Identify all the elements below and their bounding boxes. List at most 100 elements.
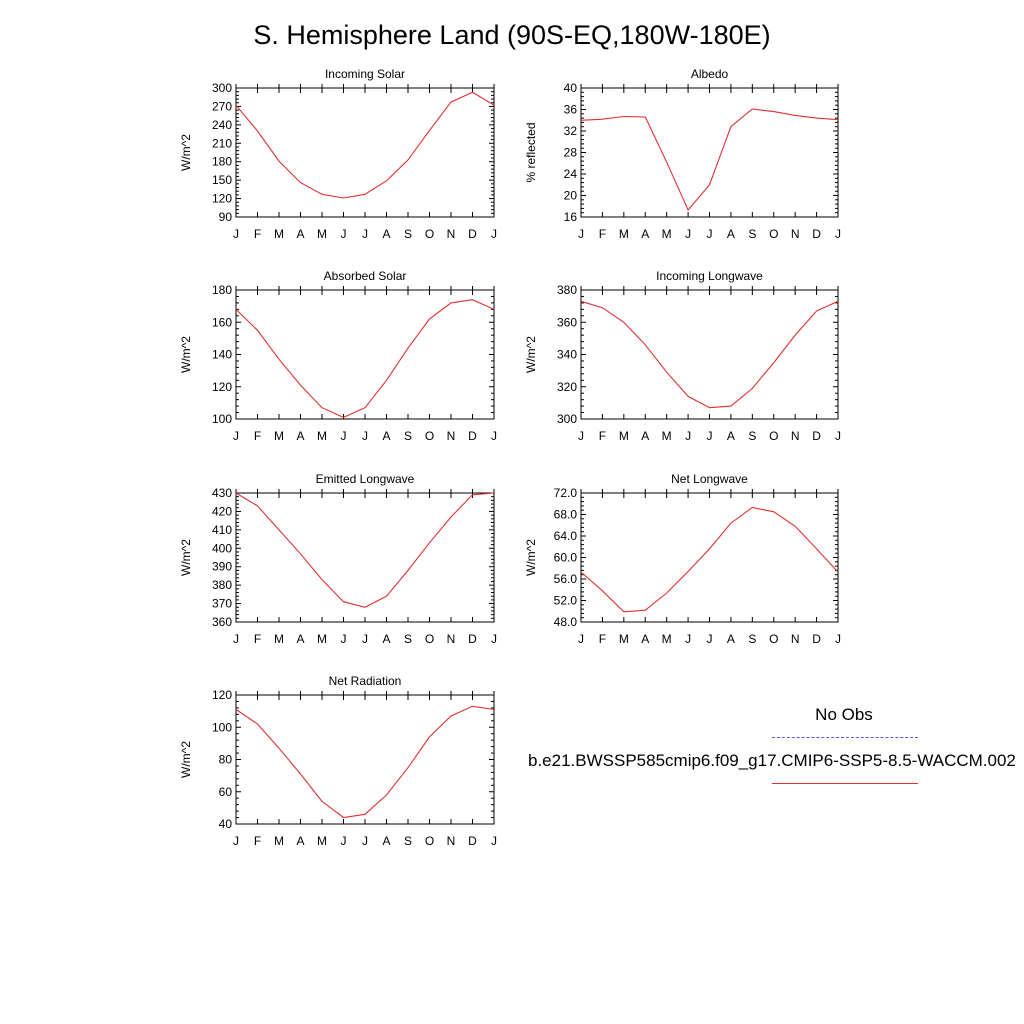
series-line: [580, 300, 839, 409]
panel-0: Incoming Solar W/m^2 90 120 150 180 210 240 270 3…: [179, 67, 497, 241]
series-line: [235, 299, 495, 419]
x-tick-label: A: [382, 834, 390, 848]
x-tick-label: O: [425, 632, 434, 646]
y-tick-label: 320: [557, 380, 577, 394]
x-tick-label: N: [791, 227, 800, 241]
panel-frame: [580, 492, 839, 623]
y-tick-label: 20: [564, 189, 578, 203]
x-tick-label: F: [599, 632, 606, 646]
x-tick-label: S: [404, 632, 412, 646]
series-line: [580, 506, 839, 613]
y-tick-label: 64.0: [554, 529, 578, 543]
x-tick-label: M: [619, 227, 629, 241]
x-tick-label: O: [425, 227, 434, 241]
x-tick-label: A: [296, 429, 304, 443]
x-tick-label: A: [641, 227, 649, 241]
y-tick-label: 300: [212, 81, 232, 95]
x-tick-label: A: [382, 429, 390, 443]
y-tick-label: 60: [219, 785, 233, 799]
x-tick-label: M: [619, 632, 629, 646]
x-tick-label: J: [362, 429, 368, 443]
y-tick-label: 24: [564, 167, 578, 181]
x-tick-label: F: [254, 227, 261, 241]
x-tick-label: J: [341, 834, 347, 848]
x-tick-label: S: [404, 227, 412, 241]
legend-obs-label: No Obs: [815, 705, 873, 724]
x-tick-label: J: [491, 429, 497, 443]
panel-4: Emitted Longwave W/m^2 360 370 380 390 400 410 4…: [179, 472, 497, 646]
x-tick-label: J: [233, 227, 239, 241]
y-tick-label: 48.0: [554, 615, 578, 629]
x-tick-label: S: [404, 834, 412, 848]
x-tick-label: A: [641, 632, 649, 646]
y-tick-label: 120: [212, 192, 232, 206]
x-tick-label: M: [317, 429, 327, 443]
y-tick-label: 270: [212, 99, 232, 113]
y-tick-label: 390: [212, 560, 232, 574]
panel-title: Net Longwave: [671, 472, 748, 486]
y-axis-label: W/m^2: [524, 539, 538, 576]
y-tick-label: 150: [212, 173, 232, 187]
x-tick-label: O: [769, 632, 778, 646]
x-tick-label: S: [748, 227, 756, 241]
y-tick-label: 68.0: [554, 508, 578, 522]
x-tick-label: D: [468, 429, 477, 443]
x-tick-label: J: [578, 429, 584, 443]
x-tick-label: N: [447, 632, 456, 646]
x-tick-label: J: [707, 429, 713, 443]
x-tick-label: A: [296, 227, 304, 241]
x-tick-label: N: [447, 429, 456, 443]
panel-title: Net Radiation: [329, 674, 402, 688]
y-tick-label: 100: [212, 720, 232, 734]
y-tick-label: 120: [212, 688, 232, 702]
x-tick-label: M: [317, 632, 327, 646]
x-tick-label: J: [362, 227, 368, 241]
x-tick-label: J: [233, 834, 239, 848]
series-line: [580, 108, 839, 212]
x-tick-label: A: [296, 632, 304, 646]
panel-5: Net Longwave W/m^2 48.0 52.0 56.0 60.0 64.0 68.…: [524, 472, 841, 646]
y-tick-label: 90: [219, 210, 233, 224]
x-tick-label: J: [685, 632, 691, 646]
y-tick-label: 410: [212, 523, 232, 537]
series-line: [235, 91, 495, 199]
x-tick-label: J: [362, 834, 368, 848]
x-tick-label: O: [769, 227, 778, 241]
x-tick-label: O: [769, 429, 778, 443]
y-tick-label: 360: [557, 315, 577, 329]
x-tick-label: J: [233, 632, 239, 646]
page-title: S. Hemisphere Land (90S-EQ,180W-180E): [253, 20, 771, 50]
x-tick-label: N: [447, 834, 456, 848]
x-tick-label: A: [727, 227, 735, 241]
y-tick-label: 370: [212, 597, 232, 611]
y-tick-label: 100: [212, 412, 232, 426]
x-tick-label: A: [382, 632, 390, 646]
x-tick-label: J: [491, 227, 497, 241]
x-tick-label: D: [812, 632, 821, 646]
x-tick-label: J: [341, 227, 347, 241]
legend-obs-line: [772, 737, 918, 738]
x-tick-label: M: [662, 429, 672, 443]
x-tick-label: J: [685, 227, 691, 241]
y-tick-label: 16: [564, 210, 578, 224]
x-tick-label: J: [491, 834, 497, 848]
x-tick-label: J: [835, 632, 841, 646]
y-axis-label: W/m^2: [179, 134, 193, 171]
x-tick-label: A: [641, 429, 649, 443]
legend-case-label: b.e21.BWSSP585cmip6.f09_g17.CMIP6-SSP5-8…: [528, 751, 1016, 770]
panel-frame: [580, 289, 839, 420]
y-axis-label: W/m^2: [524, 336, 538, 373]
x-tick-label: A: [296, 834, 304, 848]
x-tick-label: J: [233, 429, 239, 443]
x-tick-label: N: [791, 632, 800, 646]
x-tick-label: S: [748, 429, 756, 443]
y-tick-label: 60.0: [554, 551, 578, 565]
panel-title: Incoming Longwave: [656, 269, 763, 283]
y-tick-label: 32: [564, 124, 578, 138]
x-tick-label: A: [727, 429, 735, 443]
x-tick-label: D: [468, 834, 477, 848]
